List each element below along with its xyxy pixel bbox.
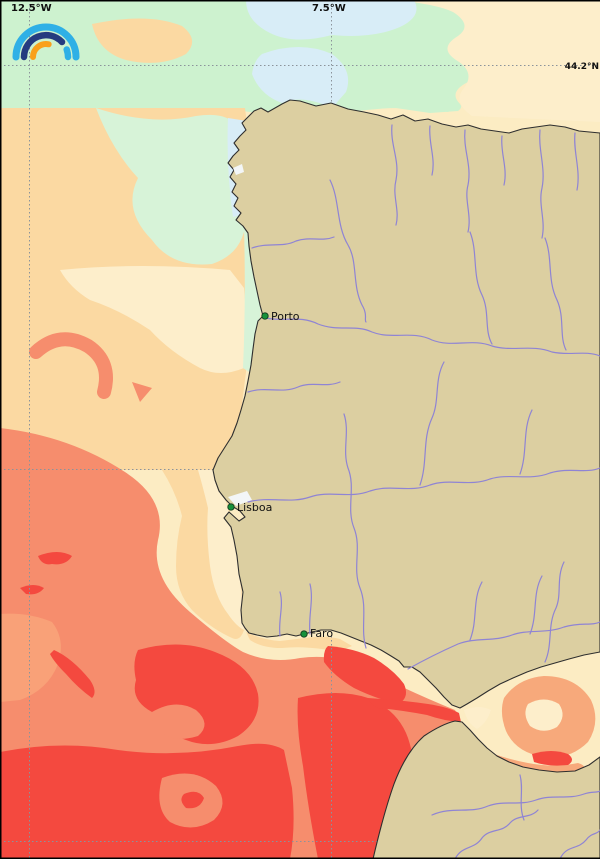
lisboa-label: Lisboa	[237, 501, 272, 514]
city-marker-faro: Faro	[300, 627, 333, 640]
rainbow-arcs-logo-icon	[12, 23, 80, 61]
border-top	[0, 0, 600, 2]
iberia-landmass	[212, 99, 600, 709]
lisboa-dot	[227, 503, 235, 511]
coordinate-labels: 12.5°W 7.5°W 44.2°N	[11, 3, 599, 72]
africa-landmass	[372, 720, 600, 859]
land-layer	[212, 99, 600, 859]
city-marker-lisboa: Lisboa	[227, 501, 272, 514]
lon-label-7-5w: 7.5°W	[312, 3, 346, 14]
faro-label: Faro	[310, 627, 333, 640]
logo-middle-arc	[20, 31, 66, 61]
porto-label: Porto	[271, 310, 300, 323]
logo-outer-arc	[12, 23, 80, 61]
border-left	[0, 0, 2, 859]
logo-inner-arc	[30, 41, 52, 60]
tagus-estuary	[228, 491, 252, 506]
border-bottom	[0, 857, 600, 859]
faro-dot	[300, 630, 308, 638]
logo-middle-arc-tip	[63, 46, 72, 61]
galicia-ria	[233, 164, 244, 175]
lat-label-44-2n: 44.2°N	[565, 62, 599, 72]
rivers-layer	[247, 124, 600, 859]
lon-label-12-5w: 12.5°W	[11, 3, 52, 14]
estuary-patches	[228, 164, 252, 506]
porto-dot	[261, 312, 269, 320]
city-marker-porto: Porto	[261, 310, 300, 323]
cities-layer: Porto Lisboa Faro	[227, 310, 333, 640]
